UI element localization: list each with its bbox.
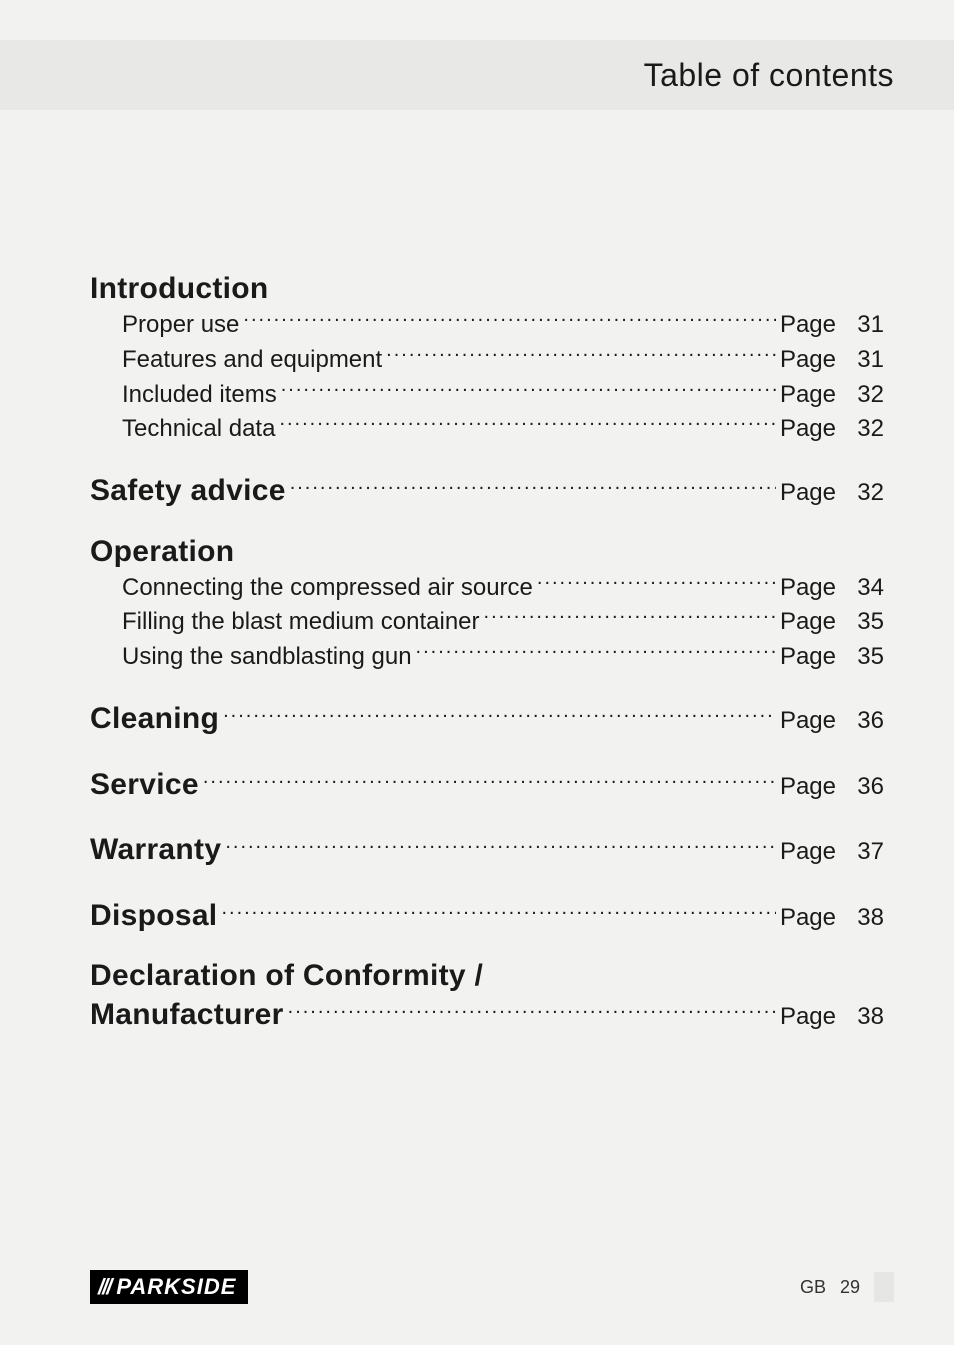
page-number: 32: [844, 378, 884, 413]
brand-badge: /// PARKSIDE: [90, 1270, 248, 1304]
page-number: 36: [844, 770, 884, 805]
toc-label: Proper use: [122, 308, 239, 343]
toc-label: Connecting the compressed air source: [122, 571, 533, 606]
toc-row: Connecting the compressed air source Pag…: [90, 571, 884, 606]
dot-leaders: [221, 901, 775, 925]
page-word: Page: [780, 901, 844, 936]
page-word: Page: [780, 605, 844, 640]
page-word: Page: [780, 476, 844, 511]
brand-slashes-icon: ///: [98, 1274, 110, 1300]
page-word: Page: [780, 835, 844, 870]
page-number: 32: [844, 412, 884, 447]
page-word: Page: [780, 770, 844, 805]
page-word: Page: [780, 571, 844, 606]
dot-leaders: [203, 770, 776, 794]
thumb-tab: [874, 1272, 894, 1302]
country-code: GB: [800, 1277, 826, 1298]
section-heading-cleaning: Cleaning: [90, 697, 219, 741]
page-word: Page: [780, 308, 844, 343]
footer: /// PARKSIDE GB 29: [0, 1267, 954, 1307]
dot-leaders: [386, 343, 776, 367]
toc-row: Warranty Page 37: [90, 828, 884, 872]
header-title: Table of contents: [644, 57, 894, 94]
toc-row: Cleaning Page 36: [90, 697, 884, 741]
toc-row: Manufacturer Page 38: [90, 993, 884, 1037]
toc-row: Features and equipment Page 31: [90, 343, 884, 378]
section-heading-warranty: Warranty: [90, 828, 221, 872]
dot-leaders: [281, 378, 776, 402]
dot-leaders: [225, 835, 776, 859]
page-number: 37: [844, 835, 884, 870]
toc-label: Technical data: [122, 412, 275, 447]
dot-leaders: [243, 308, 776, 332]
dot-leaders: [416, 640, 776, 664]
page-word: Page: [780, 704, 844, 739]
toc-row: Safety advice Page 32: [90, 469, 884, 513]
footer-right: GB 29: [800, 1272, 894, 1302]
section-heading-service: Service: [90, 763, 199, 807]
toc-row: Proper use Page 31: [90, 308, 884, 343]
section-heading-operation: Operation: [90, 535, 884, 569]
section-heading-disposal: Disposal: [90, 894, 217, 938]
page-number: 31: [844, 308, 884, 343]
toc-row: Using the sandblasting gun Page 35: [90, 640, 884, 675]
section-heading-declaration: Declaration of Conformity /: [90, 959, 884, 993]
section-heading-introduction: Introduction: [90, 272, 884, 306]
toc-label: Included items: [122, 378, 277, 413]
page-word: Page: [780, 1000, 844, 1035]
toc-row: Filling the blast medium container Page …: [90, 605, 884, 640]
toc-row: Service Page 36: [90, 763, 884, 807]
page-number: 34: [844, 571, 884, 606]
section-heading-safety-advice: Safety advice: [90, 469, 286, 513]
dot-leaders: [537, 571, 776, 595]
dot-leaders: [290, 476, 776, 500]
physical-page-number: 29: [840, 1277, 860, 1298]
page-number: 38: [844, 901, 884, 936]
table-of-contents: Introduction Proper use Page 31 Features…: [90, 250, 884, 1037]
page-word: Page: [780, 343, 844, 378]
page-number: 38: [844, 1000, 884, 1035]
brand-text: PARKSIDE: [116, 1274, 236, 1300]
toc-row: Disposal Page 38: [90, 894, 884, 938]
page-number: 32: [844, 476, 884, 511]
page-word: Page: [780, 640, 844, 675]
dot-leaders: [484, 605, 776, 629]
page-number: 35: [844, 605, 884, 640]
toc-label: Using the sandblasting gun: [122, 640, 412, 675]
dot-leaders: [288, 1000, 776, 1024]
page-word: Page: [780, 378, 844, 413]
page-word: Page: [780, 412, 844, 447]
toc-row: Included items Page 32: [90, 378, 884, 413]
toc-label: Features and equipment: [122, 343, 382, 378]
section-heading-manufacturer: Manufacturer: [90, 993, 284, 1037]
page-number: 36: [844, 704, 884, 739]
page-number: 31: [844, 343, 884, 378]
dot-leaders: [223, 704, 776, 728]
toc-row: Technical data Page 32: [90, 412, 884, 447]
header-band: Table of contents: [0, 40, 954, 110]
page-number: 35: [844, 640, 884, 675]
toc-label: Filling the blast medium container: [122, 605, 480, 640]
dot-leaders: [279, 412, 776, 436]
